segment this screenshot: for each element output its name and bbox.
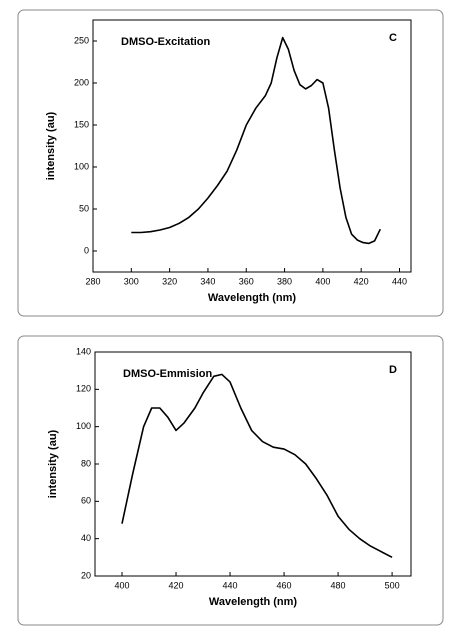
annotation: DMSO-Emmision [123, 368, 213, 380]
plot-frame [94, 351, 412, 577]
data-line [121, 373, 393, 559]
x-tick-label: 280 [85, 276, 100, 286]
x-tick-label: 460 [277, 580, 292, 590]
y-tick-label: 100 [76, 421, 91, 431]
y-tick-label: 0 [84, 245, 89, 255]
x-tick-label: 440 [223, 580, 238, 590]
y-tick-label: 140 [76, 346, 91, 356]
data-line [131, 36, 382, 245]
y-tick-label: 120 [76, 384, 91, 394]
y-tick-label: 20 [81, 570, 91, 580]
x-tick-label: 400 [315, 276, 330, 286]
x-tick-label: 300 [124, 276, 139, 286]
x-tick-label: 400 [114, 580, 129, 590]
x-tick-label: 340 [200, 276, 215, 286]
y-tick-label: 150 [74, 119, 89, 129]
plot-frame [92, 19, 412, 273]
x-tick-label: 480 [331, 580, 346, 590]
panel-label: C [389, 32, 397, 44]
panel-border [17, 335, 444, 626]
x-tick-label: 420 [169, 580, 184, 590]
x-tick-label: 500 [385, 580, 400, 590]
y-tick-label: 80 [81, 458, 91, 468]
panel-border [17, 9, 444, 317]
y-axis-label: intensity (au) [47, 429, 59, 498]
x-tick-label: 320 [162, 276, 177, 286]
x-tick-label: 380 [277, 276, 292, 286]
y-tick-label: 100 [74, 161, 89, 171]
x-tick-label: 420 [354, 276, 369, 286]
x-axis-label: Wavelength (nm) [208, 292, 297, 304]
y-tick-label: 250 [74, 35, 89, 45]
x-tick-label: 440 [392, 276, 407, 286]
y-tick-label: 40 [81, 533, 91, 543]
x-tick-label: 360 [239, 276, 254, 286]
panel-label: D [389, 364, 397, 376]
annotation: DMSO-Excitation [121, 36, 211, 48]
x-axis-label: Wavelength (nm) [209, 596, 298, 608]
y-axis-label: intensity (au) [45, 111, 57, 180]
y-tick-label: 60 [81, 496, 91, 506]
y-tick-label: 50 [79, 203, 89, 213]
y-tick-label: 200 [74, 77, 89, 87]
